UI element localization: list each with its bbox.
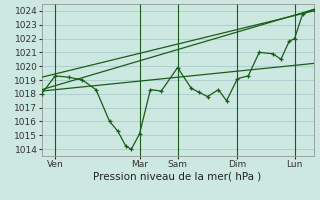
X-axis label: Pression niveau de la mer( hPa ): Pression niveau de la mer( hPa ) xyxy=(93,172,262,182)
